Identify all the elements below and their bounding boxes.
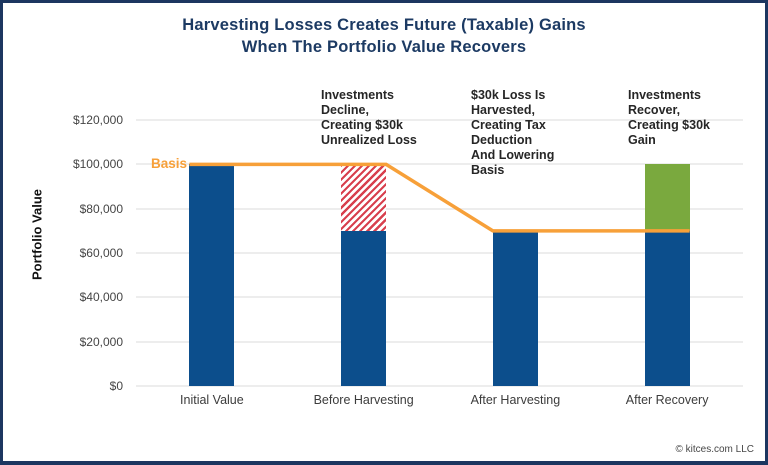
y-tick-label: $0	[109, 379, 123, 393]
gridline	[136, 385, 743, 387]
bar-segment-after-recovery-solid-green	[644, 164, 690, 231]
x-axis-label: Initial Value	[180, 393, 244, 407]
bar-segment-initial-value-solid-blue	[189, 164, 235, 386]
annotation-before-harvesting: Investments Decline, Creating $30k Unrea…	[321, 88, 417, 147]
chart-title: Harvesting Losses Creates Future (Taxabl…	[3, 14, 765, 59]
annotation-after-recovery: Investments Recover, Creating $30k Gain	[628, 88, 710, 147]
bar-segment-before-harvesting-hatched-red	[341, 164, 387, 231]
copyright-text: © kitces.com LLC	[675, 444, 754, 455]
chart-title-line2: When The Portfolio Value Recovers	[241, 38, 527, 57]
x-axis-label: After Recovery	[625, 393, 709, 407]
y-tick-label: $40,000	[79, 290, 123, 305]
chart-title-line1: Harvesting Losses Creates Future (Taxabl…	[182, 16, 586, 34]
bar-segment-after-recovery-solid-blue	[644, 230, 690, 386]
y-tick-label: $120,000	[72, 113, 123, 127]
gridline	[136, 296, 743, 299]
basis-line-label: Basis	[150, 156, 187, 171]
annotation-after-harvesting: $30k Loss Is Harvested, Creating Tax Ded…	[471, 88, 555, 177]
gridline	[136, 119, 743, 121]
x-axis-label: After Harvesting	[470, 393, 561, 407]
y-tick-label: $80,000	[79, 201, 123, 216]
y-tick-label: $60,000	[79, 246, 123, 260]
y-tick-label: $20,000	[79, 334, 123, 349]
plot-area: $120,000 $100,000 $80,000 $60,000 $40,000 $20…	[3, 3, 765, 461]
y-tick-label: $100,000	[72, 157, 123, 172]
bar-segment-after-harvesting-solid-blue	[492, 230, 538, 386]
gridline	[136, 252, 743, 254]
gridline	[136, 340, 743, 343]
bar-segment-before-harvesting-solid-blue	[341, 230, 387, 386]
x-axis-label: Before Harvesting	[313, 393, 414, 407]
